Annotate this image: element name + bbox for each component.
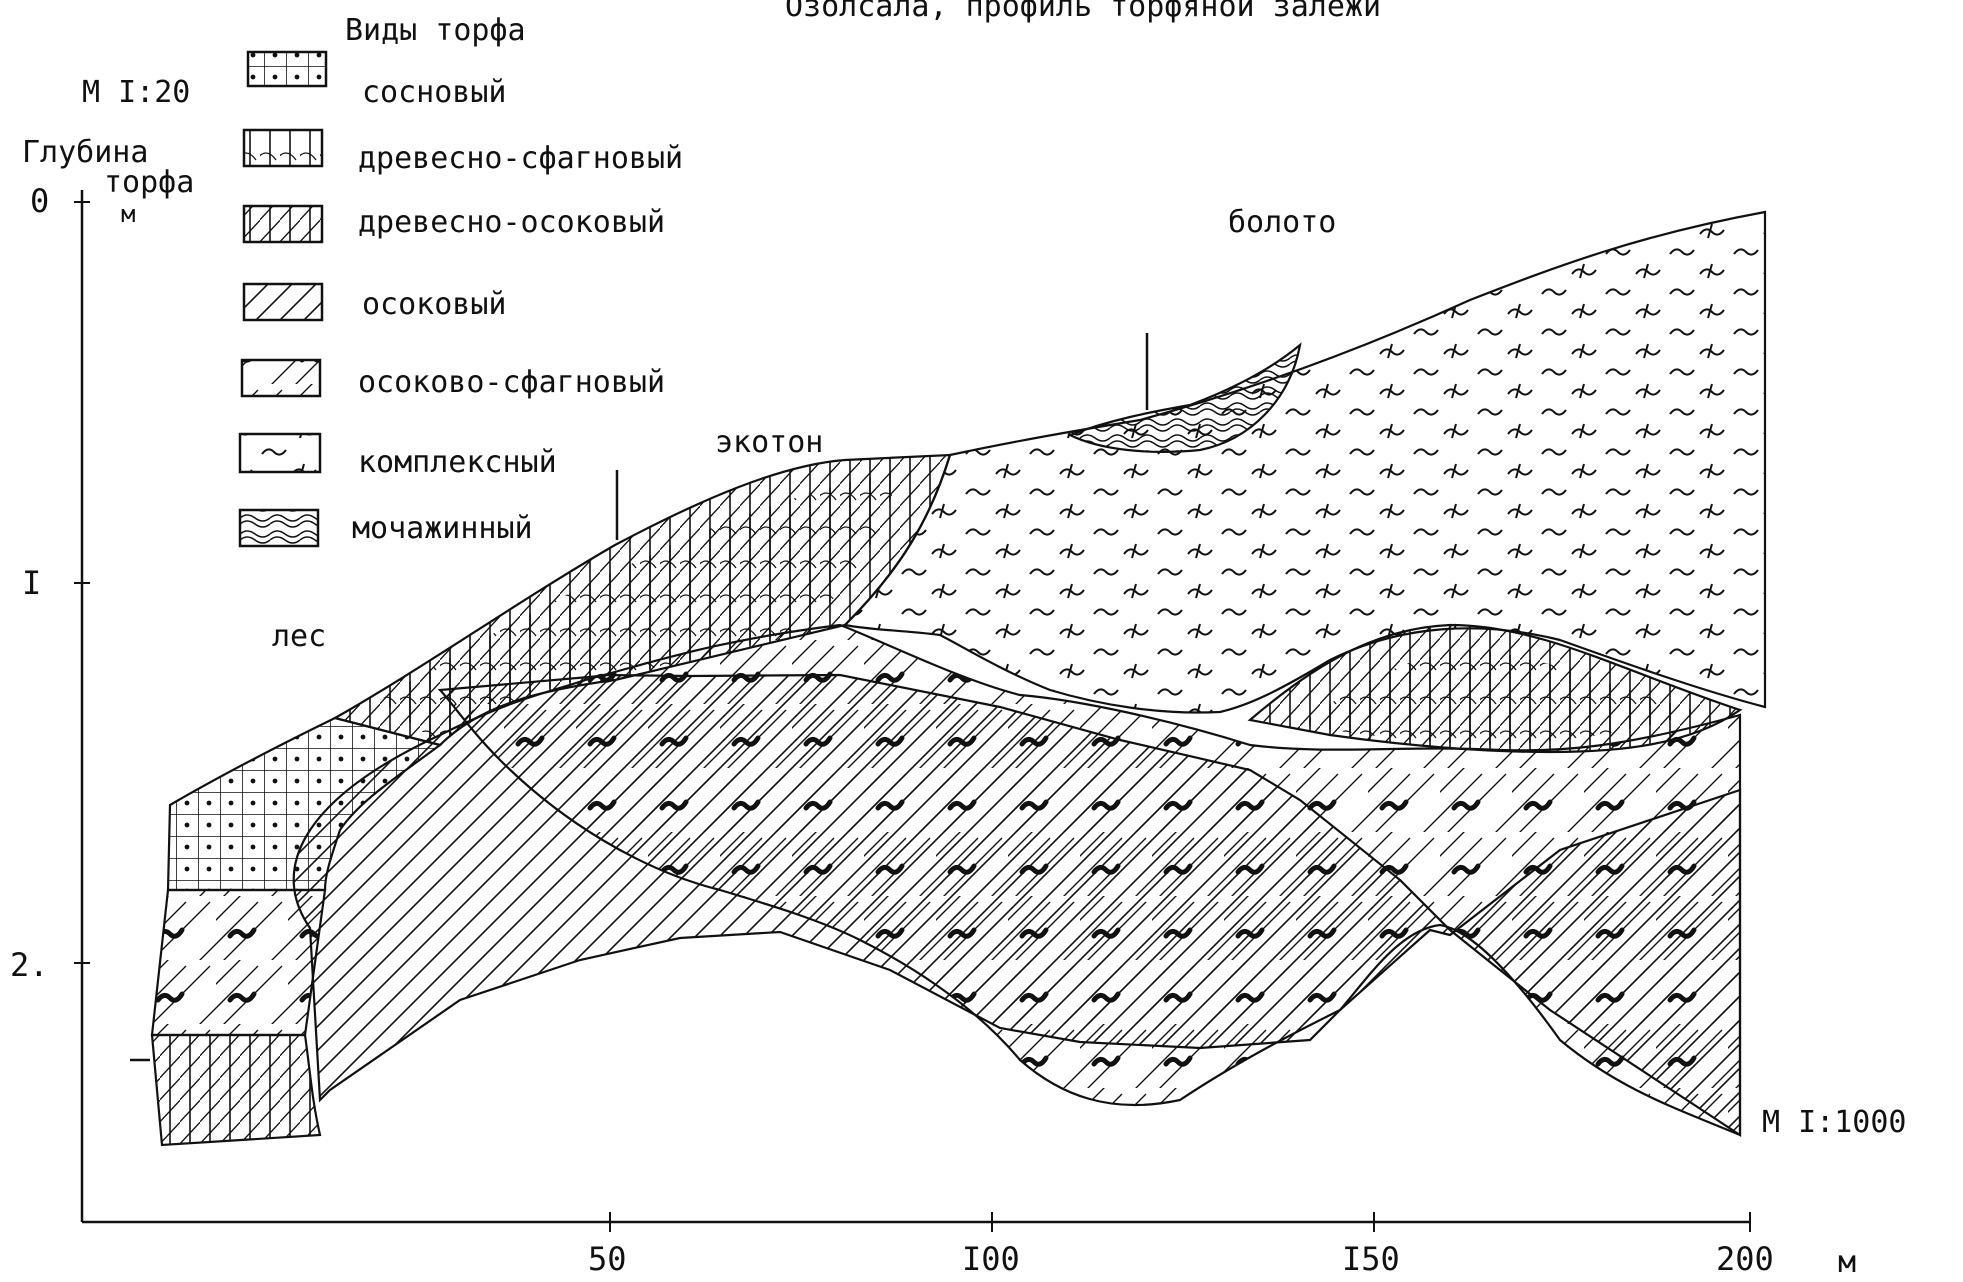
legend-swatch-wood-sedge: [242, 204, 324, 244]
layer-wood-sphagnum-ecotone: [380, 470, 900, 745]
zone-label-ecotone: экотон: [715, 425, 823, 460]
legend-label-complex: комплексный: [358, 445, 557, 480]
layer-sedge-sphagnum: [437, 623, 1742, 1137]
legend-label-sedge-sphagnum: осоково-сфагновый: [358, 365, 665, 400]
legend-swatch-sedge-sphagnum: [240, 358, 322, 398]
legend-label-hollow: мочажинный: [352, 511, 533, 546]
y-axis-title-line2: торфа: [104, 165, 194, 200]
layer-wood-sedge-left: [150, 1033, 322, 1147]
zone-label-bog: болото: [1228, 205, 1336, 240]
legend-label-sedge: осоковый: [362, 287, 507, 322]
x-tick-150: I50: [1342, 1240, 1400, 1278]
x-tick-200: 200: [1716, 1240, 1774, 1278]
figure-title: Озолсала, профиль торфяной залежи: [785, 0, 1381, 24]
legend-label-wood-sphagnum: древесно-сфагновый: [358, 141, 683, 176]
y-axis-title-line1: Глубина: [22, 135, 148, 170]
legend-label-wood-sedge: древесно-осоковый: [358, 205, 665, 240]
x-axis-unit: м: [1838, 1245, 1856, 1278]
vertical-scale: М I:20: [82, 75, 190, 110]
legend-swatch-hollow: [238, 508, 320, 548]
legend-title: Виды торфа: [345, 13, 526, 48]
zone-label-forest: лес: [272, 619, 326, 654]
y-tick-0: 0: [30, 182, 49, 220]
x-tick-50: 50: [588, 1240, 627, 1278]
layer-wood-sphagnum-mound: [1300, 650, 1700, 745]
legend: Виды торфа сосновый древесно-сфагновый д…: [238, 13, 683, 548]
peat-layers: [150, 210, 1767, 1147]
x-tick-100: I00: [962, 1240, 1020, 1278]
zone-markers: [130, 333, 1149, 1062]
legend-swatch-sedge: [242, 282, 324, 322]
layer-hollow: [1067, 342, 1302, 453]
axes: [74, 190, 1751, 1232]
y-tick-1: I: [22, 564, 41, 602]
layer-pine: [166, 716, 443, 892]
legend-label-pine: сосновый: [362, 75, 507, 110]
layer-sedge-sphagnum-left: [150, 888, 327, 1037]
legend-swatch-wood-sphagnum: [242, 128, 324, 168]
layer-complex: [842, 210, 1767, 714]
y-axis-unit: м: [121, 200, 135, 228]
horizontal-scale: М I:1000: [1762, 1105, 1907, 1140]
legend-swatch-pine: [246, 50, 328, 88]
legend-swatch-complex: [238, 432, 322, 474]
y-tick-2: 2.: [10, 946, 49, 984]
